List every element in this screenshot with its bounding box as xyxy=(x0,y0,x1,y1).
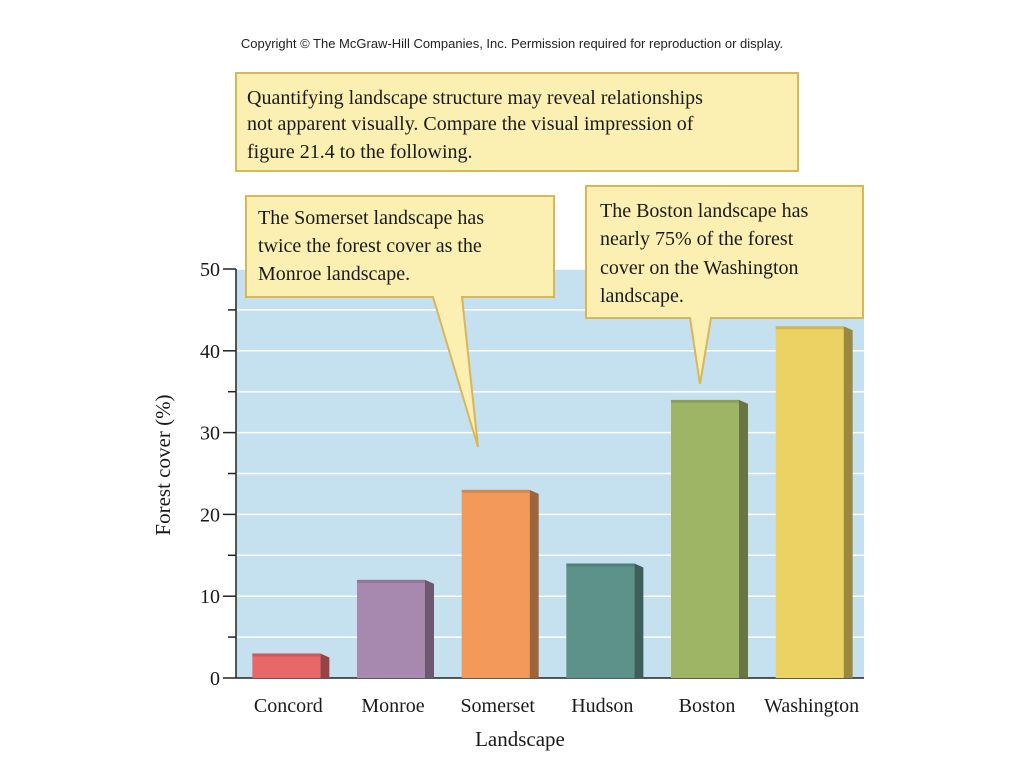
bar-side xyxy=(529,489,539,678)
y-tick-label: 0 xyxy=(210,668,220,690)
bar-side-shade xyxy=(425,579,434,678)
bar-boston xyxy=(671,399,748,678)
callout-boston: The Boston landscape has nearly 75% of t… xyxy=(585,185,864,385)
callout-somerset-line-1: The Somerset landscape has xyxy=(258,207,484,229)
bar-monroe xyxy=(357,579,434,678)
y-tick-label: 20 xyxy=(200,504,220,526)
y-tick-label: 30 xyxy=(200,423,220,445)
callout-somerset-line-3: Monroe landscape. xyxy=(258,263,410,285)
callout-top: Quantifying landscape structure may reve… xyxy=(235,72,799,172)
x-tick-label: Hudson xyxy=(571,695,633,717)
x-tick-label: Concord xyxy=(254,695,323,717)
callout-somerset-box xyxy=(245,195,555,448)
y-tick-label: 40 xyxy=(200,341,220,363)
bar-side-shade xyxy=(843,326,853,678)
bar-side-shade xyxy=(529,489,539,678)
x-tick-label: Boston xyxy=(679,695,736,717)
bar-front xyxy=(252,653,321,678)
bar-top-edge xyxy=(252,653,321,657)
bar-washington xyxy=(775,326,853,678)
bar-side xyxy=(739,399,748,678)
x-tick-label: Somerset xyxy=(460,695,535,717)
y-tick-label: 50 xyxy=(200,259,220,281)
bar-front xyxy=(461,489,530,678)
callout-somerset: The Somerset landscape has twice the for… xyxy=(245,195,555,448)
callout-top-line-1: Quantifying landscape structure may reve… xyxy=(247,87,703,109)
callout-top-box xyxy=(235,72,799,172)
bar-hudson xyxy=(566,563,644,678)
bar-concord xyxy=(252,653,330,678)
bar-side xyxy=(425,579,434,678)
callout-top-line-2: not apparent visually. Compare the visua… xyxy=(247,113,694,135)
callout-boston-box xyxy=(585,185,864,385)
bar-side-shade xyxy=(634,563,644,678)
bar-front xyxy=(566,563,635,678)
bar-side xyxy=(634,563,644,678)
bar-front xyxy=(775,326,844,678)
callout-boston-line-1: The Boston landscape has xyxy=(600,200,808,222)
x-tick-label: Washington xyxy=(764,695,859,717)
bars xyxy=(252,326,853,678)
callout-boston-line-3: cover on the Washington xyxy=(600,257,799,279)
x-tick-label: Monroe xyxy=(361,695,424,717)
bar-top-edge xyxy=(671,399,739,403)
bar-top-edge xyxy=(357,579,425,583)
bar-front xyxy=(357,579,425,678)
bar-top-edge xyxy=(775,326,844,330)
copyright-notice: Copyright © The McGraw-Hill Companies, I… xyxy=(240,36,784,51)
bar-side-shade xyxy=(320,653,330,678)
bar-top-edge xyxy=(566,563,635,567)
bar-side xyxy=(320,653,330,678)
y-axis: 0 10 20 30 40 50 xyxy=(200,259,864,690)
y-tick-label: 10 xyxy=(200,586,220,608)
bar-side-shade xyxy=(739,399,748,678)
callout-top-line-3: figure 21.4 to the following. xyxy=(247,141,473,163)
bar-front xyxy=(671,399,739,678)
bar-somerset xyxy=(461,489,539,678)
callout-boston-line-4: landscape. xyxy=(600,285,684,307)
callout-boston-line-2: nearly 75% of the forest xyxy=(600,228,794,250)
bar-side xyxy=(843,326,853,678)
y-axis-title: Forest cover (%) xyxy=(151,394,175,535)
bar-top-edge xyxy=(461,489,530,493)
x-axis-labels: Concord Monroe Somerset Hudson Boston Washing… xyxy=(254,695,859,717)
callout-somerset-line-2: twice the forest cover as the xyxy=(258,235,482,257)
x-axis-title: Landscape xyxy=(475,727,565,751)
